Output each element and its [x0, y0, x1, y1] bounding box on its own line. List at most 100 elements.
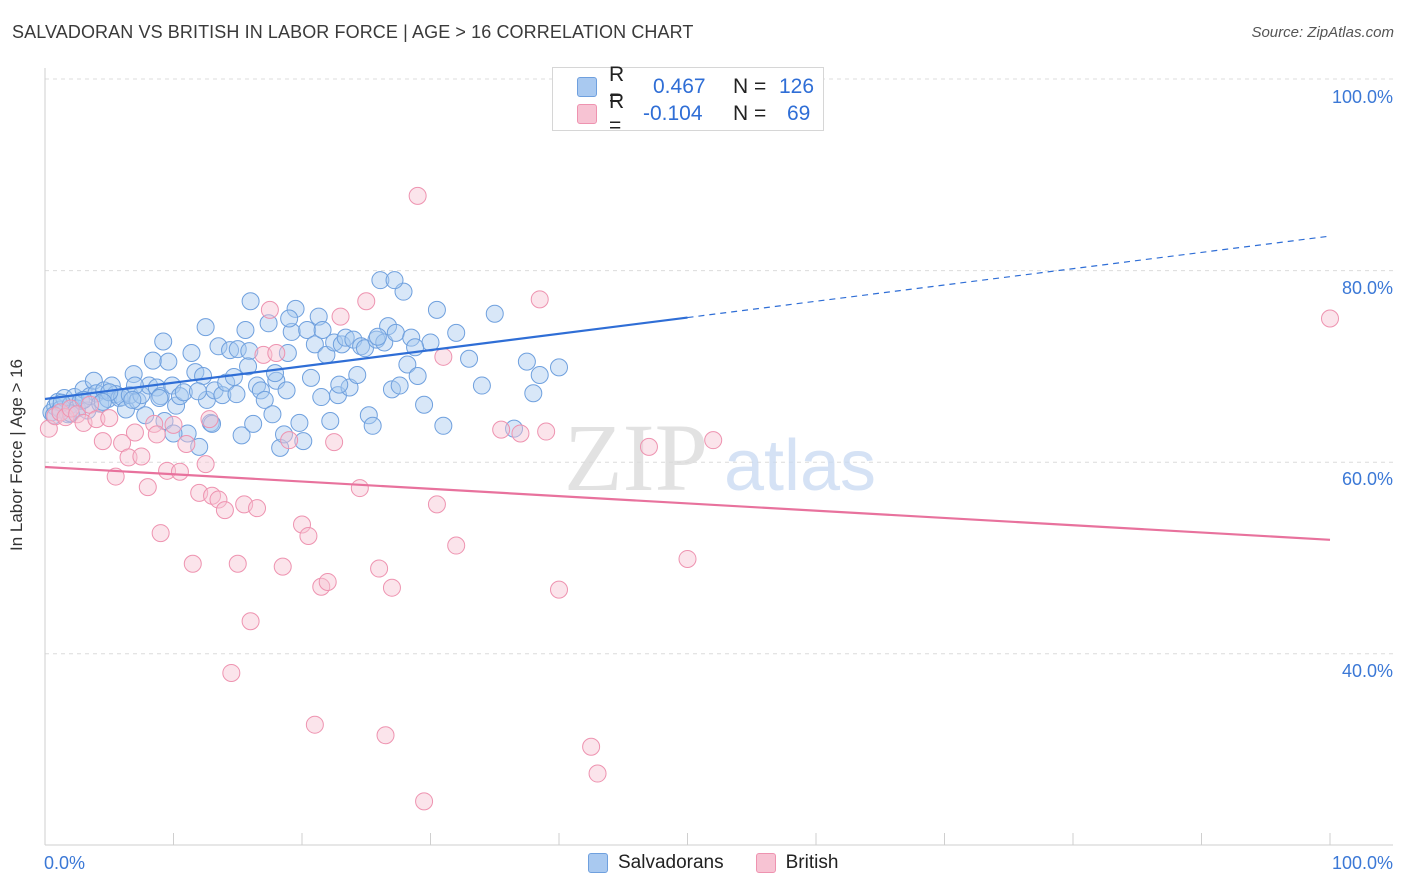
- british-point: [151, 524, 170, 543]
- salvadorans-r-value: 0.467: [653, 75, 706, 98]
- british-point: [511, 424, 530, 443]
- salvadorans-point: [227, 385, 246, 404]
- y-tick-40: 40.0%: [1341, 661, 1393, 681]
- salvadorans-point: [427, 300, 446, 319]
- legend-row-british: R = -0.104 N = 69: [577, 90, 810, 137]
- y-tick-100: 100.0%: [1331, 87, 1393, 107]
- british-point: [125, 423, 144, 442]
- x-tick-0: 0.0%: [44, 853, 86, 873]
- salvadorans-point: [236, 320, 255, 339]
- salvadorans-point: [255, 390, 274, 409]
- british-point: [408, 186, 427, 205]
- salvadorans-n-value: 126: [779, 75, 815, 98]
- salvadorans-point: [286, 299, 305, 318]
- salvadorans-point: [143, 351, 162, 370]
- watermark-zip: ZIP: [564, 404, 708, 511]
- salvadorans-point: [368, 327, 387, 346]
- british-point: [447, 536, 466, 555]
- salvadorans-point: [228, 340, 247, 359]
- british-point: [370, 559, 389, 578]
- british-point: [325, 433, 344, 452]
- source-label: Source: ZipAtlas.com: [1251, 24, 1394, 41]
- x-tick-100: 100.0%: [1331, 853, 1393, 873]
- salvadorans-point: [294, 432, 313, 451]
- british-point: [350, 479, 369, 498]
- british-point: [357, 292, 376, 311]
- series-legend: Salvadorans British: [588, 852, 870, 874]
- salvadorans-point: [524, 384, 543, 403]
- british-point: [56, 408, 75, 427]
- salvadorans-point: [123, 390, 142, 409]
- british-legend-label: British: [785, 852, 839, 873]
- salvadorans-point: [167, 396, 186, 415]
- british-point: [331, 307, 350, 326]
- chart-title: SALVADORAN VS BRITISH IN LABOR FORCE | A…: [12, 22, 694, 42]
- n-label: N =: [733, 102, 767, 125]
- british-point: [550, 580, 568, 599]
- british-point: [228, 554, 247, 573]
- british-point: [293, 515, 311, 534]
- salvadorans-point: [232, 426, 251, 445]
- salvadorans-point: [266, 364, 285, 383]
- salvadorans-point: [280, 309, 299, 328]
- british-point: [704, 431, 723, 450]
- british-point: [267, 343, 286, 362]
- salvadorans-point: [271, 438, 290, 457]
- salvadorans-point: [530, 366, 549, 385]
- british-point: [582, 737, 601, 756]
- salvadorans-point: [154, 332, 173, 351]
- salvadorans-point: [182, 343, 201, 362]
- salvadorans-point: [348, 366, 367, 385]
- salvadorans-point: [244, 414, 263, 433]
- salvadorans-point: [275, 425, 294, 444]
- n-label: N =: [733, 75, 767, 98]
- salvadorans-point: [321, 412, 340, 431]
- salvadorans-point: [390, 376, 409, 395]
- legend-row-salvadorans: R = 0.467 N = 126: [577, 63, 815, 110]
- y-tick-60: 60.0%: [1341, 469, 1393, 489]
- salvadorans-points: [42, 271, 568, 457]
- salvadorans-point: [301, 368, 320, 387]
- salvadorans-point: [259, 314, 278, 333]
- british-point: [492, 420, 511, 439]
- salvadorans-point: [359, 406, 378, 425]
- r-label: R =: [609, 90, 625, 137]
- salvadorans-point: [298, 320, 317, 339]
- salvadorans-point: [336, 328, 355, 347]
- british-point: [273, 557, 292, 576]
- british-point: [147, 425, 166, 444]
- salvadorans-point: [174, 383, 193, 402]
- british-legend-swatch: [755, 853, 776, 873]
- british-point: [87, 410, 106, 429]
- british-point: [260, 300, 279, 319]
- axes: [44, 68, 1393, 846]
- british-point: [678, 549, 697, 568]
- salvadorans-point: [196, 318, 215, 337]
- stats-legend: R = 0.467 N = 126 R = -0.104 N = 69: [552, 63, 824, 137]
- british-point: [1321, 309, 1339, 328]
- british-point: [145, 414, 164, 433]
- salvadorans-point: [240, 342, 259, 361]
- salvadorans-point: [363, 416, 382, 435]
- legend-item-british: British: [755, 852, 839, 874]
- british-point: [241, 612, 260, 631]
- british-point: [530, 290, 549, 309]
- british-point: [196, 455, 215, 474]
- british-point: [318, 572, 337, 591]
- british-point: [537, 422, 556, 441]
- salvadorans-point: [415, 395, 434, 414]
- salvadorans-point: [385, 271, 404, 290]
- salvadorans-point: [282, 322, 301, 341]
- salvadorans-legend-swatch: [588, 853, 608, 873]
- salvadorans-point: [325, 333, 344, 352]
- salvadorans-point: [402, 328, 421, 347]
- british-point: [183, 554, 202, 573]
- salvadorans-point: [155, 412, 174, 431]
- british-trendline: [44, 465, 1331, 541]
- british-point: [119, 448, 138, 467]
- british-point: [164, 415, 183, 434]
- salvadorans-point: [188, 382, 207, 401]
- salvadorans-point: [330, 375, 349, 394]
- british-point: [639, 437, 658, 456]
